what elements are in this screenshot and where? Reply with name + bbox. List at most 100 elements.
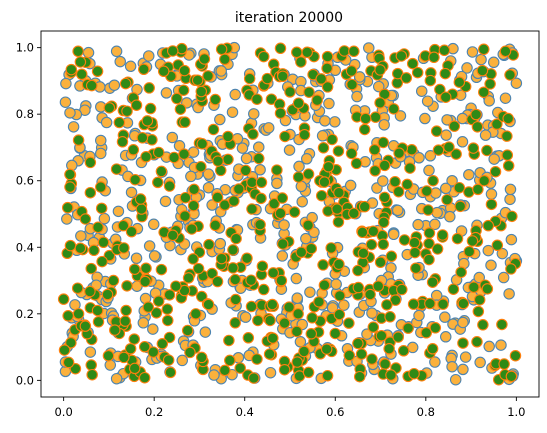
scatter-point bbox=[230, 232, 242, 245]
scatter-point bbox=[100, 116, 113, 129]
scatter-point bbox=[214, 113, 226, 126]
scatter-point bbox=[138, 63, 150, 76]
scatter-point bbox=[488, 153, 500, 165]
scatter-point bbox=[295, 56, 307, 68]
scatter-point bbox=[389, 175, 401, 188]
scatter-point bbox=[457, 363, 469, 376]
scatter-point bbox=[227, 244, 239, 256]
scatter-point bbox=[224, 354, 236, 367]
scatter-point bbox=[188, 183, 200, 196]
scatter-point bbox=[413, 309, 425, 322]
scatter-point bbox=[196, 138, 208, 150]
scatter-point bbox=[457, 297, 470, 310]
scatter-point bbox=[119, 77, 132, 90]
scatter-point bbox=[348, 45, 360, 58]
scatter-point bbox=[140, 262, 152, 274]
scatter-point bbox=[266, 298, 279, 311]
scatter-point bbox=[318, 176, 331, 188]
scatter-point bbox=[176, 354, 189, 367]
scatter-point bbox=[333, 308, 346, 321]
scatter-point bbox=[139, 275, 151, 288]
scatter-point bbox=[498, 358, 510, 370]
scatter-point bbox=[303, 86, 315, 98]
scatter-point bbox=[502, 112, 514, 125]
scatter-point bbox=[322, 161, 335, 173]
scatter-point bbox=[229, 88, 241, 101]
scatter-point bbox=[377, 238, 390, 251]
scatter-point bbox=[147, 218, 160, 231]
scatter-point bbox=[206, 267, 218, 280]
scatter-point bbox=[130, 99, 143, 111]
scatter-point bbox=[315, 189, 328, 202]
scatter-point bbox=[156, 338, 169, 350]
scatter-point bbox=[198, 53, 211, 65]
scatter-point bbox=[137, 317, 150, 329]
scatter-point bbox=[503, 288, 515, 300]
scatter-point bbox=[439, 331, 452, 343]
scatter-point bbox=[333, 186, 345, 199]
scatter-point bbox=[64, 168, 76, 181]
scatter-point bbox=[127, 144, 140, 156]
scatter-point bbox=[439, 311, 451, 323]
scatter-point bbox=[179, 191, 192, 204]
scatter-point bbox=[58, 344, 71, 356]
scatter-point bbox=[389, 294, 402, 306]
scatter-point bbox=[358, 123, 371, 136]
scatter-point bbox=[233, 183, 245, 195]
scatter-point bbox=[75, 230, 87, 242]
scatter-point bbox=[96, 255, 108, 268]
scatter-point bbox=[505, 370, 518, 383]
scatter-point bbox=[185, 170, 197, 183]
scatter-point bbox=[401, 178, 414, 191]
scatter-point bbox=[117, 219, 130, 232]
scatter-point bbox=[457, 316, 469, 329]
scatter-point bbox=[499, 92, 512, 104]
scatter-point bbox=[475, 53, 487, 66]
scatter-point bbox=[163, 331, 176, 344]
scatter-point bbox=[72, 134, 85, 146]
scatter-point bbox=[431, 243, 444, 255]
scatter-point bbox=[84, 346, 97, 358]
scatter-point bbox=[206, 199, 218, 211]
scatter-point bbox=[323, 97, 335, 110]
scatter-point bbox=[161, 303, 174, 315]
scatter-point bbox=[95, 134, 107, 147]
scatter-point bbox=[214, 237, 227, 250]
scatter-point bbox=[365, 238, 378, 251]
scatter-point bbox=[118, 351, 130, 364]
scatter-point bbox=[352, 281, 365, 294]
scatter-point bbox=[456, 136, 469, 148]
scatter-point bbox=[245, 274, 257, 286]
scatter-point bbox=[112, 205, 125, 218]
scatter-point bbox=[352, 264, 364, 277]
scatter-point bbox=[372, 280, 385, 292]
scatter-point bbox=[67, 121, 80, 133]
scatter-point bbox=[209, 219, 222, 232]
scatter-point bbox=[448, 120, 461, 132]
x-tick-label: 0.4 bbox=[236, 405, 254, 419]
scatter-point bbox=[92, 316, 105, 328]
scatter-point bbox=[191, 74, 204, 86]
scatter-point bbox=[333, 258, 345, 270]
scatter-point bbox=[313, 296, 325, 308]
scatter-point bbox=[478, 43, 490, 56]
scatter-point bbox=[110, 372, 123, 385]
scatter-point bbox=[363, 42, 375, 54]
scatter-point bbox=[471, 121, 484, 133]
scatter-point bbox=[207, 123, 220, 136]
scatter-point bbox=[226, 106, 239, 118]
scatter-point bbox=[506, 210, 518, 223]
scatter-point bbox=[430, 125, 443, 137]
scatter-point bbox=[227, 262, 239, 274]
scatter-point bbox=[277, 238, 289, 250]
scatter-point bbox=[353, 370, 366, 383]
scatter-point bbox=[472, 183, 484, 196]
scatter-point bbox=[413, 152, 425, 164]
scatter-point bbox=[264, 314, 276, 327]
scatter-point bbox=[441, 193, 453, 206]
scatter-point bbox=[330, 278, 342, 290]
scatter-point bbox=[271, 177, 283, 190]
scatter-point bbox=[211, 275, 224, 288]
scatter-point bbox=[424, 297, 436, 310]
scatter-point bbox=[91, 65, 104, 78]
